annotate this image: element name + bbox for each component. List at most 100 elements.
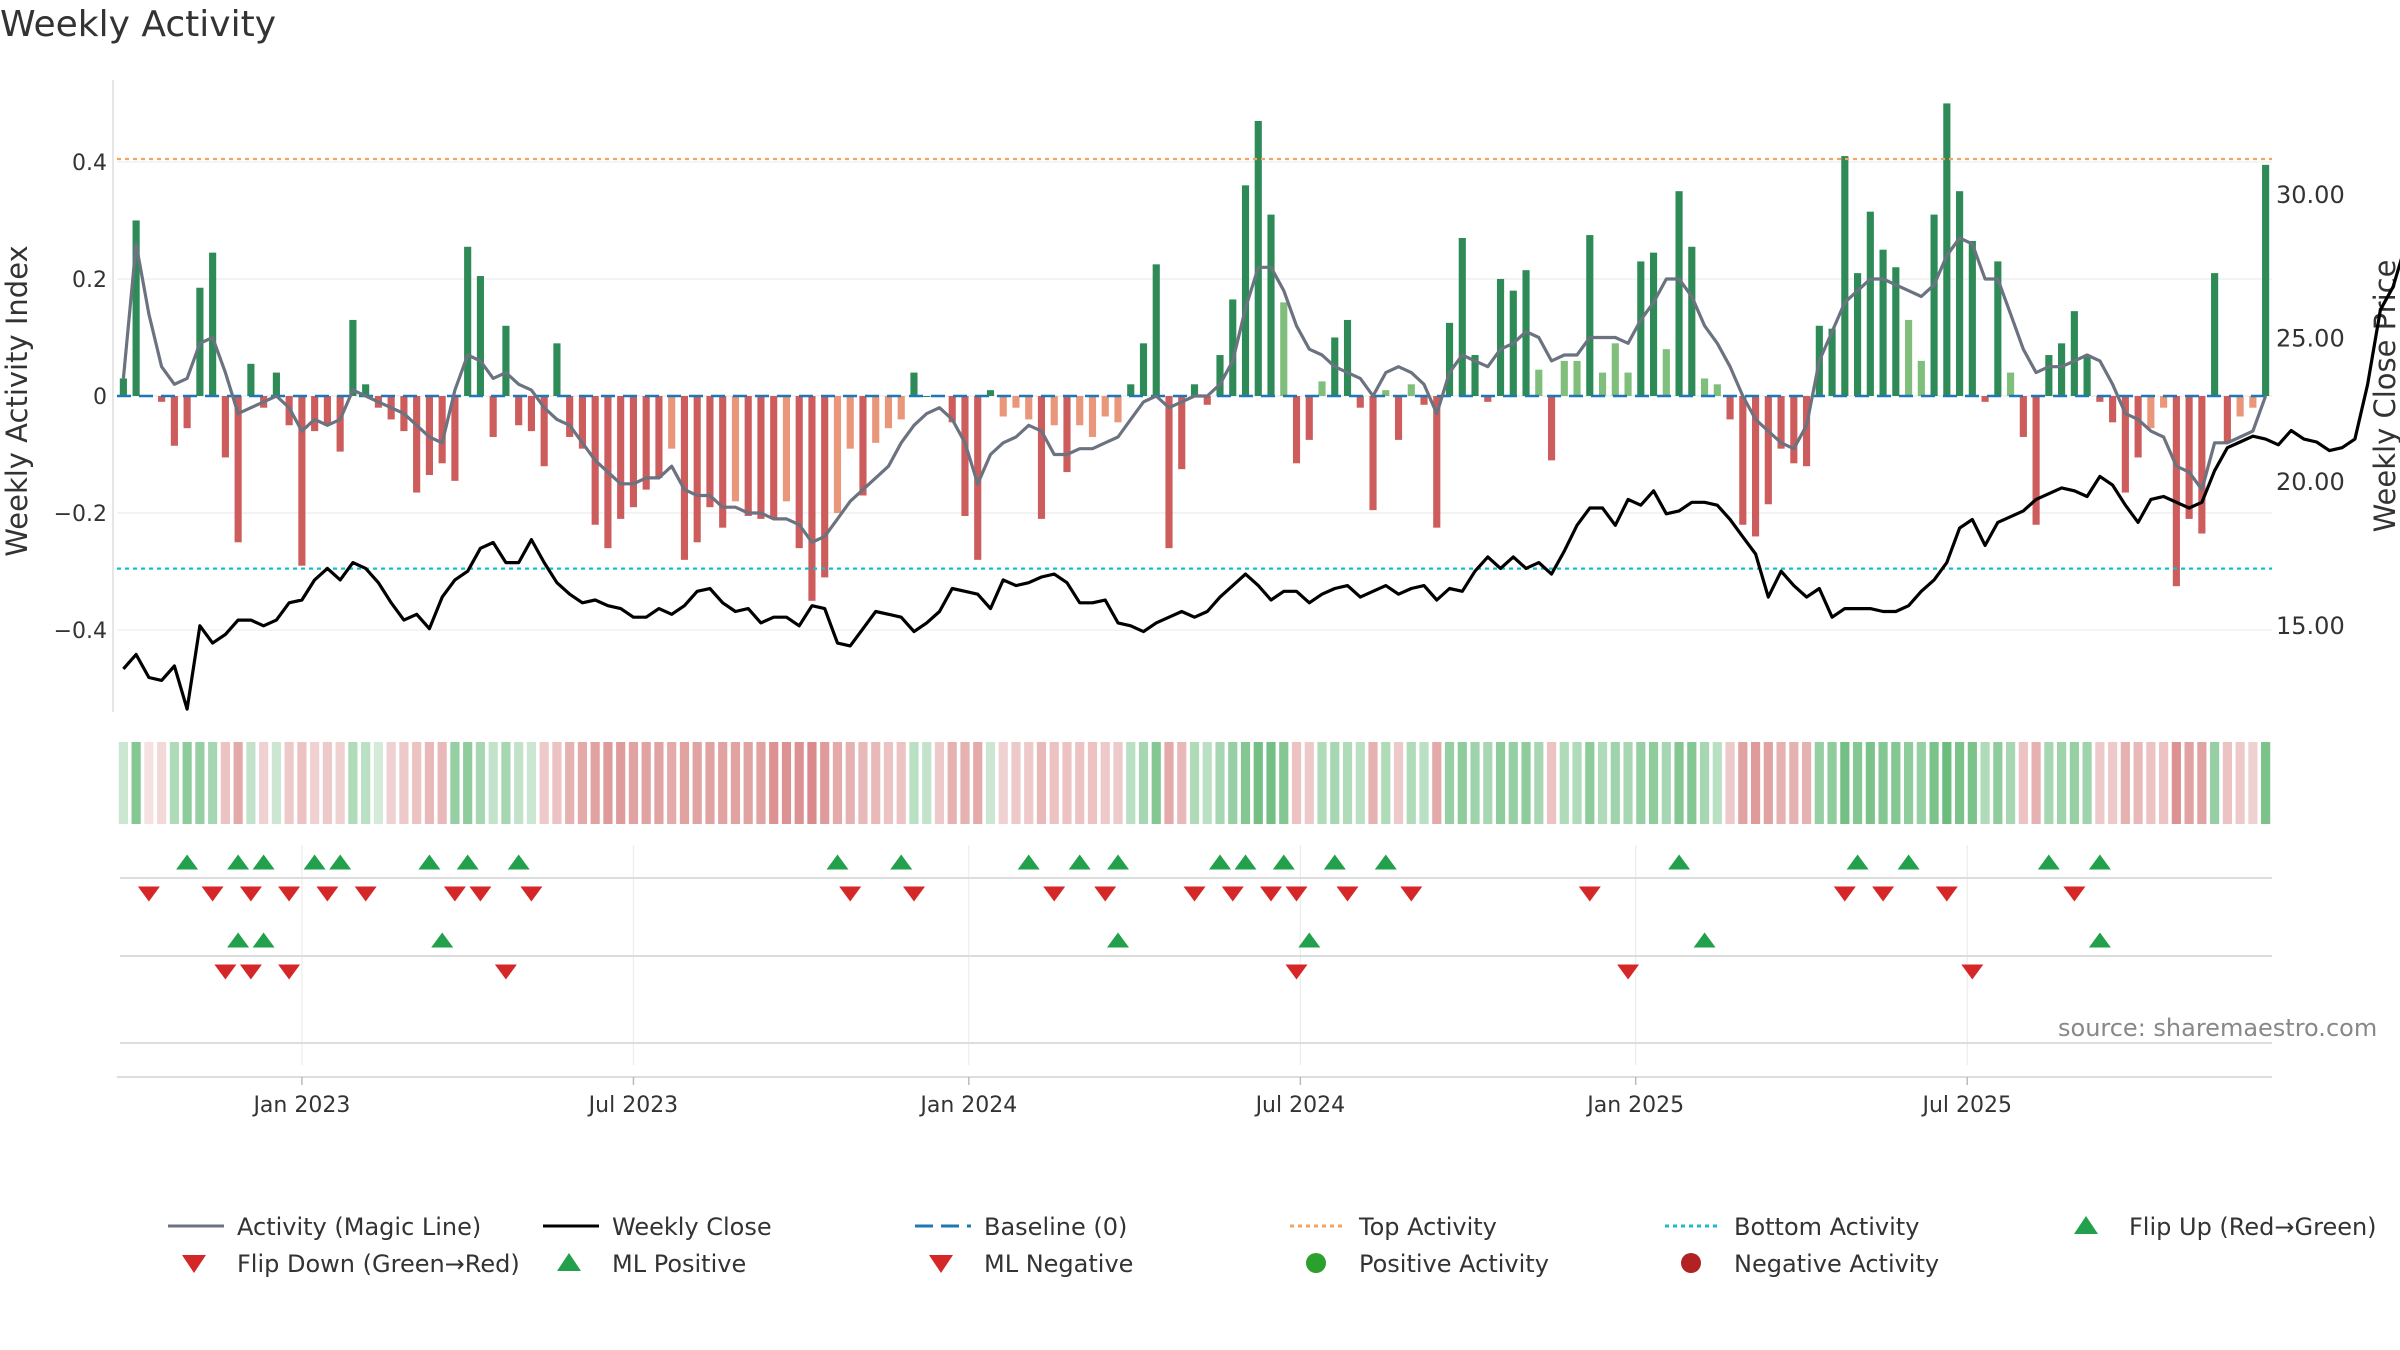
heat-strip-cell (271, 742, 281, 824)
activity-bar (1688, 246, 1696, 396)
legend-label: Flip Down (Green→Red) (237, 1250, 520, 1278)
heat-strip-cell (2006, 742, 2016, 824)
heat-strip-cell (654, 742, 664, 824)
heat-strip-cell (1636, 742, 1646, 824)
activity-bar (731, 396, 740, 502)
activity-bar (1713, 384, 1721, 396)
heat-strip-cell (514, 742, 524, 824)
heat-strip-cell (220, 742, 230, 824)
heat-strip-cell (1610, 742, 1620, 824)
activity-bar (897, 396, 905, 420)
heat-strip-cell (1036, 742, 1047, 824)
activity-bar (132, 220, 140, 396)
heat-strip-cell (1317, 742, 1327, 824)
ml-positive-marker (252, 932, 275, 948)
heat-strip-cell (845, 742, 855, 824)
heat-strip-cell (1840, 742, 1850, 824)
activity-bar (1305, 396, 1313, 440)
heat-strip-cell (488, 742, 498, 824)
heat-strip-cell (1597, 742, 1608, 824)
activity-bar (1241, 185, 1250, 396)
ml-positive-marker (1693, 932, 1716, 948)
activity-bar (757, 396, 765, 519)
heat-strip-cell (641, 742, 651, 824)
heat-strip-cell (2120, 742, 2130, 824)
heat-strip-cell (628, 742, 639, 824)
heat-strip-cell (208, 742, 218, 824)
heat-strip-cell (297, 742, 307, 824)
heat-strip-cell (1419, 742, 1429, 824)
heat-strip-cell (1355, 742, 1365, 824)
heat-strip-cell (730, 742, 741, 824)
heat-strip-cell (2082, 742, 2092, 824)
ml-positive-marker (1107, 932, 1129, 948)
activity-bar (2032, 396, 2040, 525)
activity-bar (209, 252, 217, 396)
flip-down-marker (1043, 886, 1066, 902)
activity-bar (515, 396, 523, 426)
heat-strip-cell (1993, 742, 2003, 824)
heat-strip-cell (820, 742, 830, 824)
activity-bar (336, 396, 344, 452)
heat-strip-cell (1585, 742, 1595, 824)
heat-strip-cell (1712, 742, 1722, 824)
activity-bar (1037, 396, 1046, 519)
heat-strip-cell (679, 742, 690, 824)
activity-bar (119, 378, 127, 396)
y-axis-label: Weekly Activity Index (0, 245, 34, 556)
activity-bar (2007, 372, 2015, 396)
heat-strip-cell (858, 742, 868, 824)
activity-bar (1611, 343, 1619, 396)
y-tick-label: 0 (93, 385, 107, 410)
heat-strip-cell (2248, 742, 2258, 824)
magic-line-series (121, 236, 2268, 544)
heat-strip-cell (1865, 742, 1875, 824)
heat-strip-cell (361, 742, 371, 824)
activity-bar (719, 396, 727, 528)
legend-label: ML Positive (612, 1250, 746, 1278)
x-tick-label: Jul 2024 (1254, 1093, 1346, 1118)
x-tick-label: Jan 2024 (918, 1093, 1017, 1118)
activity-bar (1152, 264, 1160, 396)
flip-up-marker (1068, 854, 1091, 870)
y-right-tick-label: 25.00 (2276, 325, 2345, 353)
heat-strip-cell (807, 742, 817, 824)
flip-up-marker (1234, 854, 1257, 870)
heat-strip-cell (2159, 742, 2169, 824)
flip-down-marker (1935, 886, 1958, 902)
activity-bar (1343, 319, 1352, 396)
heat-strip-cell (1916, 742, 1926, 824)
heat-strip-cell (883, 742, 894, 824)
heat-strip-cell (131, 742, 141, 824)
activity-bar (1496, 278, 1505, 396)
flip-down-marker (278, 886, 301, 902)
y-right-tick-label: 15.00 (2276, 612, 2345, 640)
activity-bar (489, 396, 497, 437)
heat-strip-cell (1406, 742, 1416, 824)
activity-bar (668, 396, 676, 449)
heat-strip-cell (1738, 742, 1748, 824)
flip-up-marker (176, 854, 199, 870)
heat-strip-cell (1674, 742, 1684, 824)
ml-negative-marker (239, 964, 262, 980)
flip-up-marker (1272, 854, 1295, 870)
heat-strip-cell (169, 742, 179, 824)
heat-strip-cell (781, 742, 792, 824)
heat-strip-cell (2235, 742, 2245, 824)
chart-title: Weekly Activity (0, 4, 277, 45)
heat-strip-cell (1113, 742, 1123, 824)
activity-bar (1369, 396, 1377, 511)
heat-strip-cell (1687, 742, 1697, 824)
y-tick-label: −0.4 (54, 619, 107, 644)
heat-strip-cell (756, 742, 766, 824)
flip-down-marker (1183, 886, 1206, 902)
legend-label: Positive Activity (1359, 1250, 1549, 1278)
activity-bar (1216, 355, 1224, 396)
heat-strip-cell (960, 742, 970, 824)
activity-bar (833, 396, 842, 514)
activity-bar (617, 396, 625, 519)
heat-strip-cell (1279, 742, 1289, 824)
flip-up-marker (826, 854, 849, 870)
heat-strip-cell (526, 742, 537, 824)
activity-bar (1484, 396, 1492, 402)
